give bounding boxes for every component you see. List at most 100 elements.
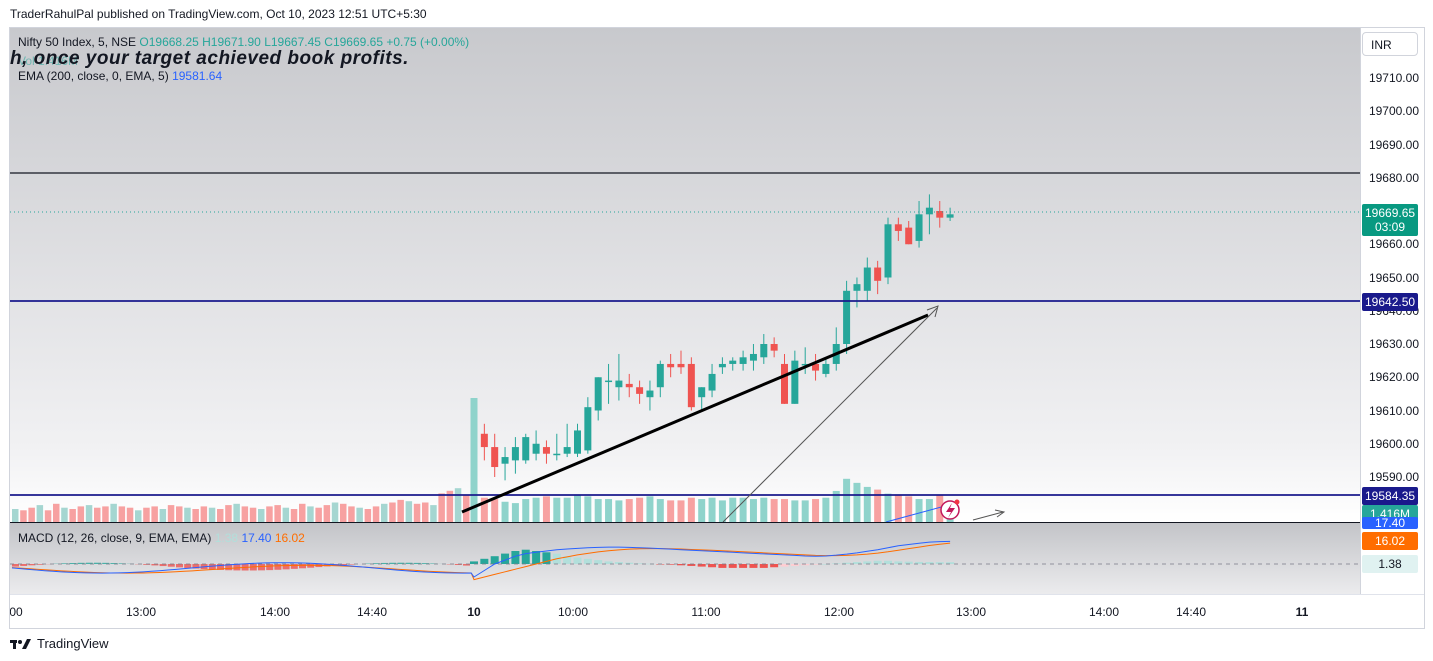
volume-bar xyxy=(511,503,519,522)
candle-body xyxy=(739,357,747,364)
macd-hist-bar xyxy=(258,564,265,571)
candle-body xyxy=(553,453,561,456)
macd-hist-bar xyxy=(594,560,603,564)
macd-hist-bar xyxy=(307,564,315,568)
macd-hist-bar xyxy=(511,551,520,564)
macd-label: MACD (12, 26, close, 9, EMA, EMA) xyxy=(18,531,212,545)
candle-body xyxy=(687,363,695,408)
chart-frame[interactable]: Nifty 50 Index, 5, NSE O19668.25 H19671.… xyxy=(9,27,1425,629)
macd-hist-bar xyxy=(110,563,118,564)
volume-bar xyxy=(915,499,923,522)
price-tick: 19710.00 xyxy=(1368,71,1419,85)
trendline xyxy=(461,313,929,514)
volume-bar xyxy=(749,499,757,522)
annotation-text: h, once your target achieved book profit… xyxy=(10,48,409,69)
volume-bar xyxy=(422,502,429,522)
volume-bar xyxy=(822,497,830,522)
volume-bar xyxy=(348,506,355,522)
macd-hist-bar xyxy=(790,564,799,566)
time-axis[interactable]: 00 13:00 14:00 14:40 10 10:00 11:00 12:00 13:00 1… xyxy=(10,594,1424,628)
macd-hist-bar xyxy=(463,564,470,566)
volume-bar xyxy=(36,505,44,522)
macd-hist-bar xyxy=(102,562,110,564)
time-tick: 12:00 xyxy=(823,605,855,619)
macd-hist-bar xyxy=(69,563,77,564)
volume-bar xyxy=(151,506,158,522)
time-tick: 11 xyxy=(1295,605,1309,619)
candle-body xyxy=(718,363,726,368)
macd-hist-bar xyxy=(430,563,438,564)
macd-plot[interactable] xyxy=(10,523,1360,595)
macd-hist-bar xyxy=(36,564,44,565)
volume-bar xyxy=(126,507,134,522)
candle-body xyxy=(656,363,664,388)
volume-bar xyxy=(708,497,716,522)
macd-hist-bar xyxy=(77,562,85,564)
price-tick: 19620.00 xyxy=(1368,370,1419,385)
volume-bar xyxy=(307,506,314,522)
volume-bar xyxy=(290,509,298,522)
symbol-name[interactable]: Nifty 50 Index, 5, NSE xyxy=(18,35,137,49)
volume-bar xyxy=(217,509,224,522)
macd-hist-bar xyxy=(282,564,290,570)
macd-hist-bar xyxy=(167,564,175,567)
volume-bar xyxy=(542,496,550,522)
volume-bar xyxy=(625,499,633,522)
symbol-legend[interactable]: Nifty 50 Index, 5, NSE O19668.25 H19671.… xyxy=(18,35,469,49)
volume-bar xyxy=(241,506,249,522)
ohlc-low: L19667.45 xyxy=(264,35,321,49)
volume-legend[interactable]: Vol 1.416M xyxy=(18,54,79,68)
tradingview-footer[interactable]: TradingView xyxy=(10,636,109,651)
macd-hist-bar xyxy=(299,564,306,569)
macd-hist-bar xyxy=(894,561,903,564)
macd-hist-bar xyxy=(532,551,541,564)
candlestick-plot[interactable] xyxy=(10,28,1360,522)
volume-bar xyxy=(12,509,19,522)
macd-hist-bar xyxy=(348,564,356,565)
volume-bar xyxy=(405,501,413,522)
macd-hist-bar xyxy=(143,564,151,565)
macd-hist-bar xyxy=(739,564,748,568)
volume-bar xyxy=(323,505,331,522)
macd-hist-bar xyxy=(770,564,779,568)
volume-bar xyxy=(791,500,799,522)
ema-legend[interactable]: EMA (200, close, 0, EMA, 5) 19581.64 xyxy=(18,69,222,83)
macd-hist-bar xyxy=(863,561,872,564)
candle-body xyxy=(791,360,799,404)
candle-body xyxy=(491,447,499,468)
candle-body xyxy=(646,390,654,398)
arrow-line xyxy=(722,307,938,522)
candle-body xyxy=(698,387,706,398)
ema-label: EMA (200, close, 0, EMA, 5) xyxy=(18,69,169,83)
macd-hist-bar xyxy=(811,564,820,565)
macd-hist-bar xyxy=(405,562,413,564)
macd-hist-bar xyxy=(780,564,789,567)
volume-bar xyxy=(44,510,52,522)
macd-hist-bar xyxy=(217,564,224,570)
candle-body xyxy=(853,284,861,291)
candle-body xyxy=(480,433,488,448)
candle-body xyxy=(532,443,540,454)
macd-line-value: 17.40 xyxy=(241,531,272,545)
arrow-head xyxy=(994,509,1006,518)
time-tick: 13:00 xyxy=(125,605,157,619)
candle-body xyxy=(615,380,623,388)
macd-hist-bar xyxy=(904,561,913,564)
currency-button[interactable]: INR xyxy=(1362,32,1418,56)
macd-hist-bar xyxy=(542,552,551,564)
candle-body xyxy=(522,437,530,461)
macd-hist-bar xyxy=(12,564,19,567)
volume-bar xyxy=(225,505,232,522)
volume-bar xyxy=(266,506,273,522)
ohlc-high: H19671.90 xyxy=(202,35,261,49)
time-tick: 14:40 xyxy=(1175,605,1207,619)
macd-pane[interactable]: MACD (12, 26, close, 9, EMA, EMA) 1.38 1… xyxy=(10,522,1360,595)
volume-bar xyxy=(454,488,462,522)
macd-hist-bar xyxy=(718,564,727,568)
volume-bar xyxy=(102,506,109,522)
last-price-value: 19669.65 xyxy=(1365,206,1416,220)
volume-bar xyxy=(863,486,871,522)
main-chart-pane[interactable]: Nifty 50 Index, 5, NSE O19668.25 H19671.… xyxy=(10,28,1360,522)
macd-legend[interactable]: MACD (12, 26, close, 9, EMA, EMA) 1.38 1… xyxy=(18,531,305,545)
macd-hist-bar xyxy=(381,562,388,564)
